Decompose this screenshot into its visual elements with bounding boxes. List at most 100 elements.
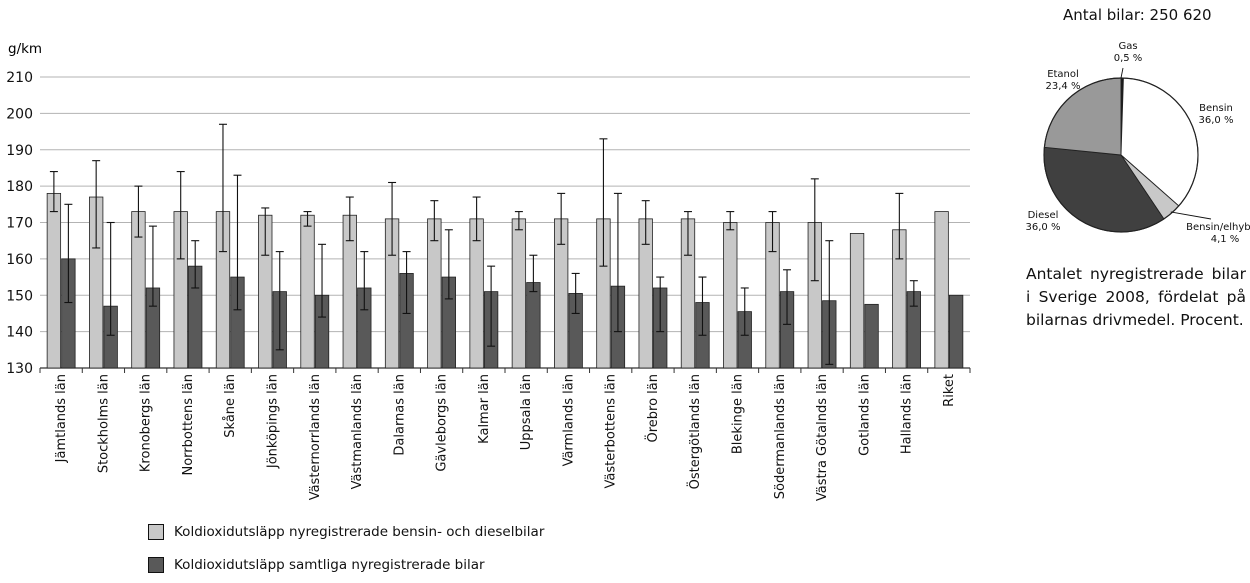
error-bar-series-1 bbox=[218, 123, 227, 253]
error-bar-series-1 bbox=[768, 211, 777, 253]
x-tick-label: Riket bbox=[942, 374, 957, 407]
error-bar-series-2 bbox=[613, 192, 622, 333]
x-tick-label: Uppsala län bbox=[519, 374, 534, 450]
error-bar-series-1 bbox=[641, 200, 650, 245]
error-bar-series-1 bbox=[303, 211, 312, 227]
y-unit-label: g/km bbox=[8, 41, 42, 57]
legend-swatch-series-2 bbox=[148, 557, 164, 573]
error-bar-series-1 bbox=[430, 200, 439, 242]
bar-series-1 bbox=[723, 222, 738, 369]
bars bbox=[46, 192, 964, 369]
error-bar-series-2 bbox=[64, 203, 73, 304]
x-tick-label: Hallands län bbox=[900, 374, 915, 454]
error-bar-series-1 bbox=[683, 211, 692, 256]
pie-title: Antal bilar: 250 620 bbox=[1063, 6, 1212, 24]
x-tick-label: Gotlands län bbox=[857, 374, 872, 456]
error-bar-series-2 bbox=[444, 229, 453, 300]
legend-label-series-1: Koldioxidutsläpp nyregistrerade bensin- … bbox=[174, 524, 545, 540]
error-bar-series-2 bbox=[318, 243, 327, 318]
y-tick-label: 200 bbox=[6, 106, 33, 122]
error-bar-series-2 bbox=[825, 240, 834, 365]
x-tick-label: Gävleborgs län bbox=[435, 374, 450, 472]
x-tick-label: Östergötlands län bbox=[686, 374, 703, 489]
y-tick-label: 140 bbox=[6, 325, 33, 341]
error-bar-series-1 bbox=[557, 192, 566, 245]
error-bar-series-2 bbox=[571, 272, 580, 314]
error-bar-series-2 bbox=[783, 269, 792, 325]
x-tick-label: Kalmar län bbox=[477, 374, 492, 444]
x-tick-label: Västerbottens län bbox=[604, 374, 619, 488]
bar-series-1 bbox=[934, 211, 949, 369]
error-bar-series-1 bbox=[92, 160, 101, 249]
svg-text:4,1 %: 4,1 % bbox=[1211, 234, 1240, 245]
error-bar-series-2 bbox=[148, 225, 157, 307]
pie-caption: Antalet nyregistrerade bilar i Sverige 2… bbox=[1026, 265, 1246, 329]
svg-text:36,0 %: 36,0 % bbox=[1026, 222, 1061, 233]
y-tick-label: 160 bbox=[6, 252, 33, 268]
y-tick-label: 150 bbox=[6, 288, 33, 304]
x-tick-label: Jämtlands län bbox=[54, 374, 69, 463]
error-bar-series-1 bbox=[345, 196, 354, 242]
error-bar-series-1 bbox=[726, 211, 735, 231]
x-tick-label: Norrbottens län bbox=[181, 374, 196, 476]
pie-chart bbox=[1043, 77, 1199, 233]
svg-text:Bensin: Bensin bbox=[1199, 103, 1233, 114]
error-bars bbox=[49, 123, 918, 365]
legend-swatch-series-1 bbox=[148, 524, 164, 540]
x-tick-label: Värmlands län bbox=[561, 374, 576, 466]
x-axis: Jämtlands län Stockholms län Kronobergs lä… bbox=[39, 368, 971, 501]
legend-item-series-1: Koldioxidutsläpp nyregistrerade bensin- … bbox=[148, 524, 544, 540]
svg-text:Diesel: Diesel bbox=[1028, 210, 1059, 221]
x-tick-label: Blekinge län bbox=[731, 374, 746, 454]
svg-text:23,4 %: 23,4 % bbox=[1046, 81, 1081, 92]
error-bar-series-1 bbox=[388, 181, 397, 256]
error-bar-series-1 bbox=[134, 185, 143, 238]
legend-label-series-2: Koldioxidutsläpp samtliga nyregistrerade… bbox=[174, 557, 485, 573]
error-bar-series-2 bbox=[402, 251, 411, 314]
svg-text:Gas: Gas bbox=[1118, 41, 1137, 52]
svg-text:0,5 %: 0,5 % bbox=[1114, 53, 1143, 64]
error-bar-series-2 bbox=[656, 276, 665, 333]
error-bar-series-1 bbox=[472, 196, 481, 242]
svg-text:36,0 %: 36,0 % bbox=[1199, 115, 1234, 126]
bar-series-1 bbox=[300, 214, 315, 369]
error-bar-series-1 bbox=[599, 138, 608, 267]
error-bar-series-1 bbox=[895, 192, 904, 260]
y-tick-label: 130 bbox=[6, 361, 33, 377]
svg-text:Etanol: Etanol bbox=[1047, 69, 1079, 80]
bar-series-1 bbox=[46, 192, 62, 369]
x-tick-label: Västra Götalnds län bbox=[815, 374, 830, 501]
x-tick-label: Skåne län bbox=[223, 374, 238, 438]
error-bar-series-1 bbox=[176, 171, 185, 260]
error-bar-series-2 bbox=[191, 240, 200, 289]
error-bar-series-2 bbox=[106, 221, 115, 336]
error-bar-series-2 bbox=[487, 265, 496, 347]
error-bar-series-1 bbox=[810, 178, 819, 282]
error-bar-series-2 bbox=[909, 280, 918, 307]
x-tick-label: Västernorrlands län bbox=[308, 374, 323, 500]
y-tick-label: 170 bbox=[6, 216, 33, 232]
x-tick-label: Dalarnas län bbox=[392, 374, 407, 456]
bar-series-2 bbox=[864, 303, 879, 369]
x-tick-label: Södermanlands län bbox=[773, 374, 788, 499]
legend-item-series-2: Koldioxidutsläpp samtliga nyregistrerade… bbox=[148, 557, 485, 573]
error-bar-series-1 bbox=[49, 171, 58, 213]
bar-series-1 bbox=[511, 218, 527, 369]
x-tick-label: Jönköpings län bbox=[266, 374, 281, 469]
x-tick-label: Västmanlands län bbox=[350, 374, 365, 489]
x-tick-label: Kronobergs län bbox=[139, 374, 154, 472]
error-bar-series-1 bbox=[514, 211, 523, 231]
error-bar-series-2 bbox=[740, 287, 749, 336]
bar-series-2 bbox=[948, 294, 964, 369]
error-bar-series-2 bbox=[529, 254, 538, 293]
y-tick-label: 190 bbox=[6, 143, 33, 159]
error-bar-series-2 bbox=[698, 276, 707, 336]
error-bar-series-1 bbox=[261, 207, 270, 256]
error-bar-series-2 bbox=[233, 174, 242, 311]
